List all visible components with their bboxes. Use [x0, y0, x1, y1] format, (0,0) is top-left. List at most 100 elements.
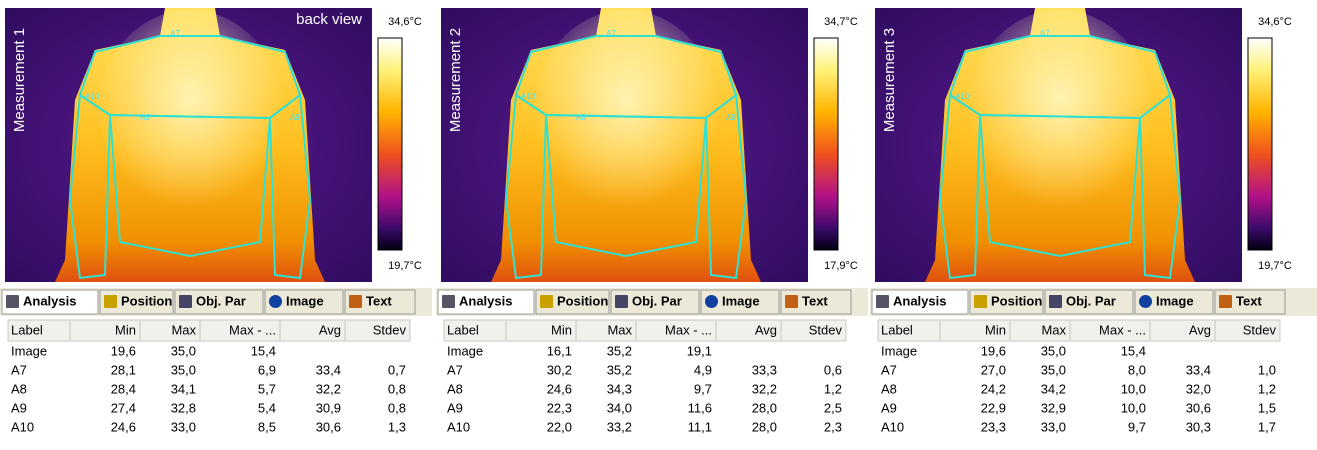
tab[interactable]: Obj. Par	[610, 289, 700, 315]
region-label: A7	[1040, 29, 1050, 38]
table-cell: 30,6	[1186, 400, 1211, 415]
table-cell: 11,6	[688, 400, 712, 415]
table-cell: 10,0	[1121, 400, 1146, 415]
tab[interactable]: Image	[264, 289, 344, 315]
table-cell: 2,5	[824, 400, 842, 415]
tab[interactable]: Position	[969, 289, 1044, 315]
table-cell: 32,9	[1041, 400, 1066, 415]
region-outline	[544, 113, 708, 258]
table-cell: 1,0	[1258, 362, 1276, 377]
table-cell: 0,6	[824, 362, 842, 377]
column-header-label: Stdev	[1243, 322, 1277, 337]
table-cell: 4,9	[694, 362, 712, 377]
tab-icon	[349, 295, 362, 308]
color-scale	[813, 37, 839, 251]
table-cell: 30,3	[1186, 419, 1211, 434]
column-header-label: Max - ...	[229, 322, 276, 337]
table-cell: 11,1	[688, 419, 712, 434]
column-header-label: Max - ...	[1099, 322, 1146, 337]
region-outline	[68, 93, 112, 280]
region-label: A9	[726, 113, 736, 122]
tab-icon	[615, 295, 628, 308]
table-cell: 1,7	[1258, 419, 1276, 434]
table-cell: A10	[881, 419, 904, 434]
tab-label: Image	[286, 293, 324, 308]
tab-label: Position	[991, 293, 1042, 308]
tab[interactable]: Analysis	[1, 289, 99, 315]
table-cell: 34,3	[607, 381, 632, 396]
table-cell: 28,1	[111, 362, 136, 377]
table-cell: 2,3	[824, 419, 842, 434]
table-cell: A9	[881, 400, 897, 415]
table-cell: 35,0	[171, 343, 196, 358]
tab-label: Image	[1156, 293, 1194, 308]
tab[interactable]: Image	[700, 289, 780, 315]
table-cell: A8	[447, 381, 463, 396]
tab[interactable]: Text	[344, 289, 416, 315]
table-cell: 9,7	[1128, 419, 1146, 434]
tab-label: Position	[121, 293, 172, 308]
tab-label: Obj. Par	[196, 293, 246, 308]
tab[interactable]: Position	[99, 289, 174, 315]
tab-icon	[269, 295, 282, 308]
table-cell: 35,0	[171, 362, 196, 377]
tab[interactable]: Obj. Par	[174, 289, 264, 315]
tab[interactable]: Obj. Par	[1044, 289, 1134, 315]
table-cell: 32,8	[171, 400, 196, 415]
table-cell: 0,7	[388, 362, 406, 377]
table-cell: 19,6	[981, 343, 1006, 358]
tab[interactable]: Analysis	[437, 289, 535, 315]
measurement-title: Measurement 3	[881, 28, 898, 132]
table-cell: A10	[11, 419, 34, 434]
column-header-label: Label	[881, 322, 913, 337]
table-cell: 34,1	[171, 381, 196, 396]
tab-label: Analysis	[893, 293, 946, 308]
body-highlight	[531, 10, 721, 230]
body-highlight	[965, 10, 1155, 230]
tab[interactable]: Position	[535, 289, 610, 315]
table-cell: 19,1	[687, 343, 712, 358]
table-cell: A10	[447, 419, 470, 434]
tab-icon	[442, 295, 455, 308]
column-header-label: Max - ...	[665, 322, 712, 337]
tab-icon	[974, 295, 987, 308]
tab-icon	[705, 295, 718, 308]
table-cell: 24,2	[981, 381, 1006, 396]
tab-label: Text	[802, 293, 828, 308]
table-cell: 33,4	[316, 362, 341, 377]
column-header-label: Label	[11, 322, 43, 337]
tab[interactable]: Text	[1214, 289, 1286, 315]
measurement-title: Measurement 2	[447, 28, 464, 132]
table-cell: 35,2	[607, 362, 632, 377]
table-cell: 32,2	[752, 381, 777, 396]
table-cell: A8	[881, 381, 897, 396]
table-cell: 33,2	[607, 419, 632, 434]
table-cell: 33,0	[171, 419, 196, 434]
table-cell: A9	[11, 400, 27, 415]
tab-label: Image	[722, 293, 760, 308]
table-cell: 34,0	[607, 400, 632, 415]
table-cell: 15,4	[251, 343, 276, 358]
table-cell: 30,9	[316, 400, 341, 415]
tab[interactable]: Text	[780, 289, 852, 315]
tab[interactable]: Image	[1134, 289, 1214, 315]
column-header-label: Min	[551, 322, 572, 337]
tab[interactable]: Analysis	[871, 289, 969, 315]
table-cell: 22,3	[547, 400, 572, 415]
table-cell: 8,0	[1128, 362, 1146, 377]
tab-icon	[1049, 295, 1062, 308]
scale-max: 34,6°C	[388, 16, 422, 28]
table-cell: 32,0	[1186, 381, 1211, 396]
scale-min: 19,7°C	[1258, 260, 1292, 272]
column-header-label: Max	[607, 322, 632, 337]
region-label: A8	[576, 113, 586, 122]
region-outline	[504, 93, 548, 280]
table-cell: A7	[447, 362, 463, 377]
tab-label: Text	[366, 293, 392, 308]
column-header-label: Label	[447, 322, 479, 337]
region-outline	[938, 93, 982, 280]
region-label: A10	[85, 92, 100, 101]
table-cell: 33,0	[1041, 419, 1066, 434]
region-label: A10	[955, 92, 970, 101]
